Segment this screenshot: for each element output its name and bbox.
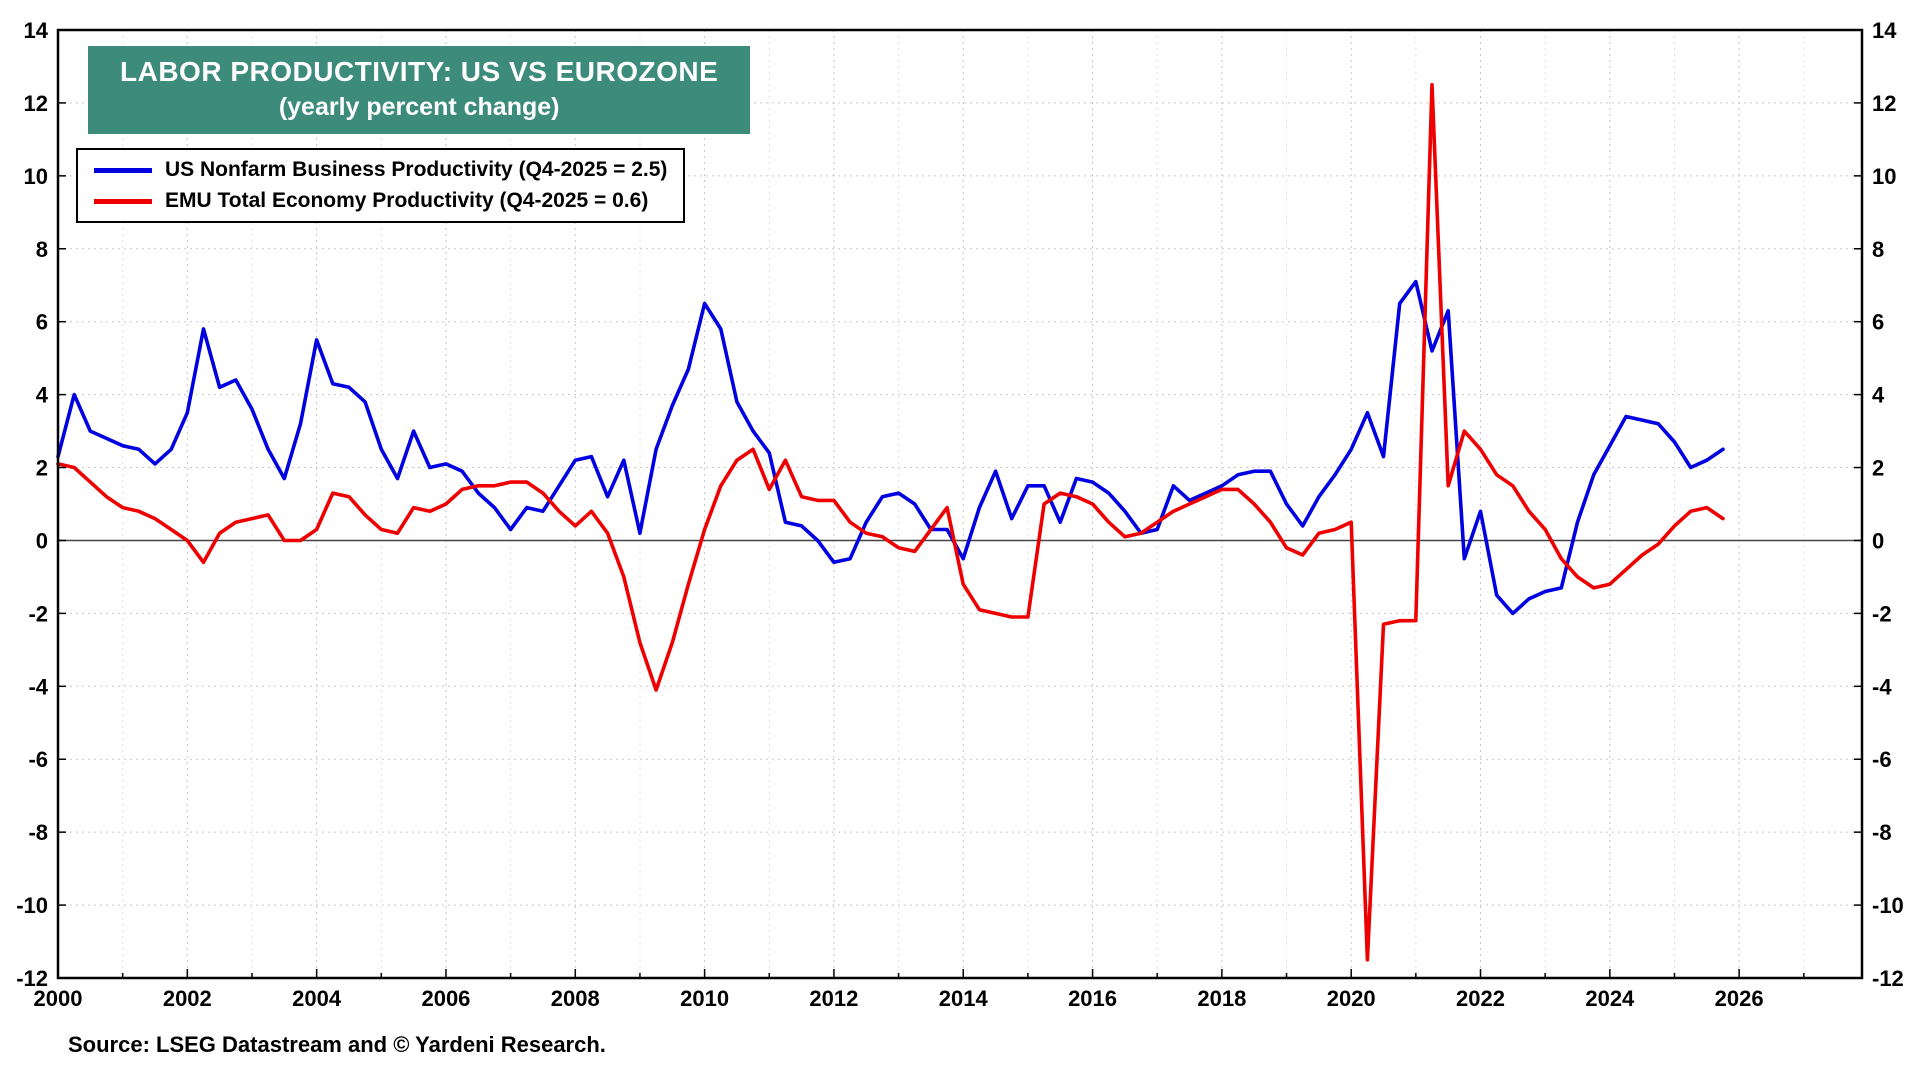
y-axis-label-right: -12 [1872, 966, 1904, 991]
us-productivity-line [56, 279, 1725, 616]
chart-subtitle: (yearly percent change) [278, 93, 560, 121]
source-text: Source: LSEG Datastream and © Yardeni Re… [68, 1032, 606, 1057]
y-axis-label-left: 6 [36, 310, 48, 335]
x-axis-label: 2016 [1068, 986, 1117, 1011]
y-axis-label-right: -4 [1872, 674, 1892, 699]
y-axis-label-right: 8 [1872, 237, 1884, 262]
x-axis-label: 2014 [939, 986, 989, 1011]
y-axis-label-left: 8 [36, 237, 48, 262]
chart-title: LABOR PRODUCTIVITY: US VS EUROZONE [120, 56, 719, 87]
emu-productivity-line [56, 82, 1725, 962]
x-axis-label: 2022 [1456, 986, 1505, 1011]
y-axis-label-left: -4 [28, 674, 48, 699]
legend-item-us: US Nonfarm Business Productivity (Q4-202… [94, 158, 667, 182]
chart-title-box: LABOR PRODUCTIVITY: US VS EUROZONE (year… [88, 46, 751, 134]
x-axis-label: 2020 [1327, 986, 1376, 1011]
y-axis-label-right: -6 [1872, 747, 1892, 772]
y-axis-label-left: -6 [28, 747, 48, 772]
chart-legend: US Nonfarm Business Productivity (Q4-202… [76, 148, 686, 223]
y-axis-label-right: -8 [1872, 820, 1892, 845]
y-axis-label-right: 14 [1872, 18, 1897, 43]
y-axis-label-left: 4 [36, 383, 49, 408]
y-axis-label-right: 4 [1872, 383, 1885, 408]
y-axis-label-left: -10 [16, 893, 48, 918]
y-axis-label-left: 10 [24, 164, 48, 189]
x-axis-label: 2012 [809, 986, 858, 1011]
legend-label-emu: EMU Total Economy Productivity (Q4-2025 … [165, 189, 649, 212]
y-axis-label-right: 2 [1872, 456, 1884, 481]
x-axis-label: 2024 [1585, 986, 1635, 1011]
y-axis-label-left: -2 [28, 601, 48, 626]
y-axis-label-right: 12 [1872, 91, 1896, 116]
y-axis-label-left: 14 [24, 18, 49, 43]
y-axis-label-right: -2 [1872, 601, 1892, 626]
legend-label-us: US Nonfarm Business Productivity (Q4-202… [165, 158, 668, 181]
x-axis-label: 2006 [421, 986, 470, 1011]
x-axis-label: 2010 [680, 986, 729, 1011]
x-axis-label: 2004 [292, 986, 342, 1011]
y-axis-label-left: 0 [36, 528, 48, 553]
x-axis-label: 2026 [1715, 986, 1764, 1011]
y-axis-label-left: 12 [24, 91, 48, 116]
x-axis-label: 2002 [163, 986, 212, 1011]
y-axis-label-left: -12 [16, 966, 48, 991]
us-line-swatch [94, 167, 152, 173]
x-axis-label: 2018 [1197, 986, 1246, 1011]
y-axis-label-right: 0 [1872, 528, 1884, 553]
y-axis-label-right: -10 [1872, 893, 1904, 918]
plot-border [56, 28, 1864, 980]
legend-item-emu: EMU Total Economy Productivity (Q4-2025 … [94, 189, 667, 213]
y-axis-label-left: -8 [28, 820, 48, 845]
emu-line-swatch [94, 198, 152, 204]
x-axis-label: 2000 [34, 986, 83, 1011]
y-axis-label-left: 2 [36, 456, 48, 481]
y-axis-label-right: 10 [1872, 164, 1896, 189]
y-axis-label-right: 6 [1872, 310, 1884, 335]
x-axis-label: 2008 [551, 986, 600, 1011]
